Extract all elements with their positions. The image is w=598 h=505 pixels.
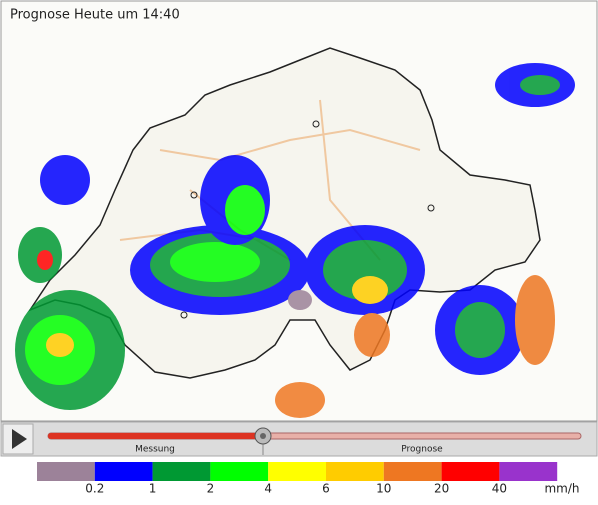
title-bg — [4, 4, 194, 26]
city-marker — [180, 311, 188, 319]
map: Prognose Heute um 14:40 — [0, 0, 598, 422]
precipitation — [15, 63, 575, 418]
legend-label: 10 — [376, 482, 391, 496]
legend-label: 4 — [264, 482, 272, 496]
legend: 0.2 1 2 4 6 10 20 40 mm/h — [37, 462, 580, 496]
legend-swatch — [94, 462, 153, 481]
future-label: Prognose — [401, 445, 443, 455]
legend-swatch — [210, 462, 269, 481]
legend-label: 2 — [207, 482, 215, 496]
legend-swatch — [152, 462, 211, 481]
slider-progress — [48, 433, 263, 439]
legend-swatch — [268, 462, 326, 481]
city-marker — [427, 204, 435, 212]
legend-label: 6 — [322, 482, 330, 496]
legend-swatch — [383, 462, 442, 481]
city-marker — [312, 120, 320, 128]
city-marker — [190, 191, 198, 199]
legend-swatch — [499, 462, 558, 481]
legend-swatch — [441, 462, 500, 481]
map-title: Prognose Heute um 14:40 — [10, 8, 180, 23]
play-icon — [12, 429, 27, 449]
legend-swatch — [37, 462, 95, 481]
legend-label: 40 — [492, 482, 507, 496]
past-label: Messung — [135, 445, 175, 455]
legend-label: 20 — [434, 482, 449, 496]
knob-center — [260, 433, 266, 439]
legend-label: 0.2 — [85, 482, 104, 496]
legend-swatch — [326, 462, 384, 481]
player: Messung Prognose — [0, 421, 598, 457]
legend-unit: mm/h — [544, 482, 579, 496]
legend-label: 1 — [149, 482, 157, 496]
